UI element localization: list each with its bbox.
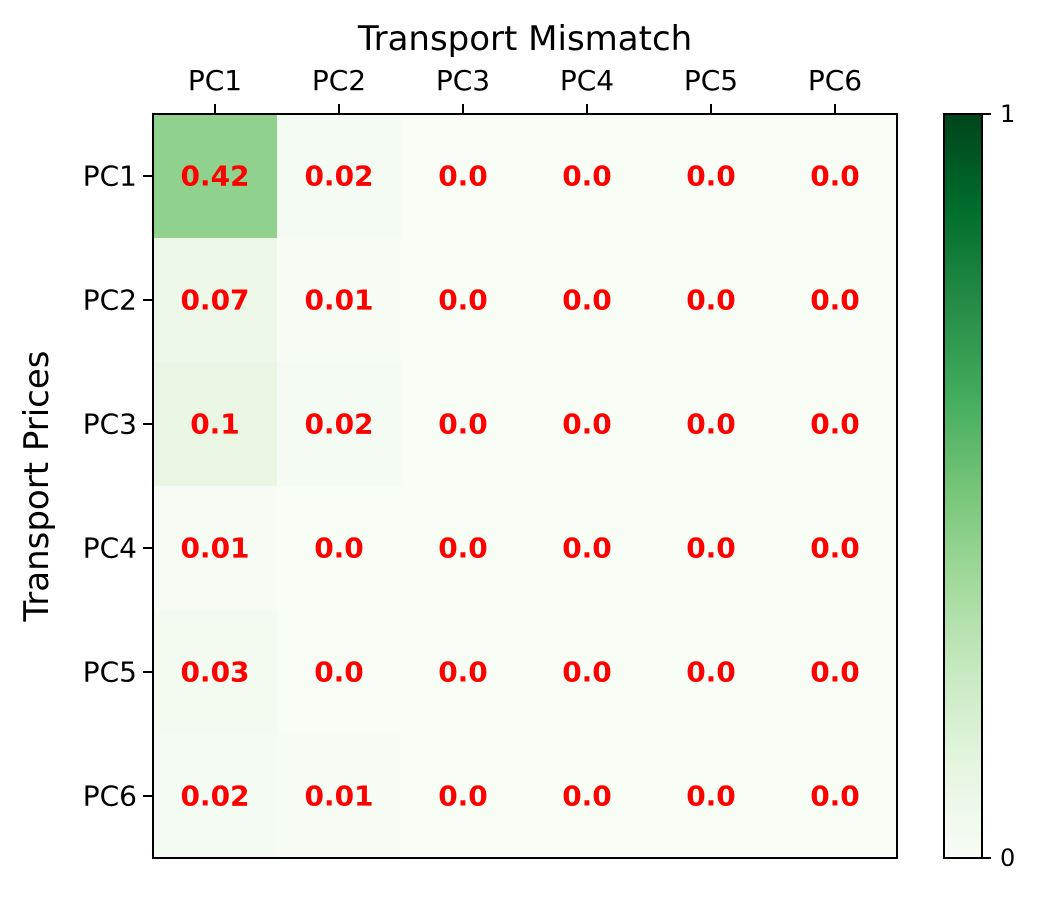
colorbar-tick-label: 1 — [1000, 100, 1015, 128]
heatmap-cell — [525, 362, 650, 487]
plot-frame — [152, 113, 898, 859]
colorbar-tick-label: 0 — [1000, 844, 1015, 872]
heatmap-cell — [649, 610, 774, 735]
heatmap-cell — [773, 238, 898, 363]
heatmap-cell — [153, 734, 278, 859]
cell-value-label: 0.0 — [562, 780, 612, 813]
cell-value-label: 0.0 — [438, 284, 488, 317]
x-axis-ticks: PC1 PC2 PC3 PC4 PC5 PC6 — [188, 64, 862, 114]
cell-value-label: 0.01 — [180, 532, 249, 565]
heatmap-cell — [401, 486, 526, 611]
cell-value-label: 0.02 — [304, 160, 373, 193]
cell-value-label: 0.0 — [438, 532, 488, 565]
cell-value-label: 0.0 — [686, 780, 736, 813]
heatmap-cell — [153, 362, 278, 487]
heatmap-cell — [773, 486, 898, 611]
cell-value-label: 0.0 — [438, 780, 488, 813]
heatmap-cell — [649, 114, 774, 239]
cell-value-label: 0.0 — [438, 656, 488, 689]
y-tick-label: PC6 — [83, 780, 137, 813]
heatmap-cell — [277, 114, 402, 239]
heatmap-cell — [277, 486, 402, 611]
y-axis-ticks: PC1 PC2 PC3 PC4 PC5 PC6 — [83, 160, 153, 813]
x-tick-label: PC6 — [808, 64, 862, 97]
heatmap-cell — [649, 486, 774, 611]
x-tick-label: PC4 — [560, 64, 614, 97]
colorbar — [943, 113, 983, 859]
cell-value-label: 0.0 — [686, 160, 736, 193]
heatmap-cell — [525, 114, 650, 239]
x-tick-label: PC3 — [436, 64, 490, 97]
heatmap-cell — [277, 610, 402, 735]
heatmap-cell — [649, 238, 774, 363]
cell-value-label: 0.0 — [686, 532, 736, 565]
heatmap-cell — [525, 734, 650, 859]
x-tick-label: PC1 — [188, 64, 242, 97]
heatmap-cell — [401, 734, 526, 859]
heatmap-cell — [525, 610, 650, 735]
cell-value-label: 0.03 — [180, 656, 249, 689]
heatmap-cells — [153, 114, 898, 859]
cell-value-label: 0.0 — [438, 408, 488, 441]
heatmap-cell — [401, 114, 526, 239]
cell-value-label: 0.0 — [314, 532, 364, 565]
heatmap-cell — [401, 238, 526, 363]
cell-value-label: 0.0 — [562, 532, 612, 565]
cell-value-label: 0.02 — [180, 780, 249, 813]
cell-value-label: 0.1 — [190, 408, 240, 441]
cell-value-label: 0.0 — [810, 408, 860, 441]
heatmap-cell — [773, 362, 898, 487]
cell-value-label: 0.0 — [810, 532, 860, 565]
cell-value-label: 0.0 — [562, 656, 612, 689]
heatmap-cell — [401, 362, 526, 487]
colorbar-ticks: 01 — [982, 100, 1015, 872]
x-tick-label: PC2 — [312, 64, 366, 97]
heatmap-cell — [153, 610, 278, 735]
heatmap-cell — [773, 114, 898, 239]
cell-value-label: 0.0 — [686, 284, 736, 317]
cell-value-label: 0.0 — [562, 284, 612, 317]
x-tick-label: PC5 — [684, 64, 738, 97]
heatmap-cell — [153, 238, 278, 363]
cell-value-label: 0.01 — [304, 284, 373, 317]
cell-value-label: 0.02 — [304, 408, 373, 441]
cell-value-label: 0.0 — [438, 160, 488, 193]
cell-value-label: 0.0 — [810, 656, 860, 689]
cell-value-label: 0.0 — [686, 408, 736, 441]
heatmap-cell — [525, 238, 650, 363]
heatmap-cell — [773, 610, 898, 735]
chart-title: Transport Mismatch — [357, 19, 692, 59]
cell-value-label: 0.0 — [314, 656, 364, 689]
cell-value-label: 0.0 — [686, 656, 736, 689]
heatmap-cell — [153, 486, 278, 611]
heatmap-cell — [153, 114, 278, 239]
y-tick-label: PC3 — [83, 408, 137, 441]
cell-value-label: 0.0 — [562, 160, 612, 193]
y-tick-label: PC5 — [83, 656, 137, 689]
cell-value-label: 0.07 — [180, 284, 249, 317]
heatmap-cell — [277, 238, 402, 363]
cell-value-label: 0.42 — [180, 160, 249, 193]
heatmap-cell — [649, 734, 774, 859]
cell-value-label: 0.0 — [810, 780, 860, 813]
cell-value-label: 0.0 — [810, 160, 860, 193]
y-tick-label: PC2 — [83, 284, 137, 317]
heatmap-cell — [525, 486, 650, 611]
heatmap-cell — [773, 734, 898, 859]
cell-value-label: 0.0 — [810, 284, 860, 317]
y-axis-title: Transport Prices — [17, 350, 57, 622]
y-tick-label: PC1 — [83, 160, 137, 193]
heatmap-cell — [401, 610, 526, 735]
y-tick-label: PC4 — [83, 532, 137, 565]
cell-value-label: 0.0 — [562, 408, 612, 441]
heatmap-cell — [649, 362, 774, 487]
heatmap-cell — [277, 734, 402, 859]
heatmap-cell-labels: 0.42 0.02 0.0 0.0 0.0 0.0 0.07 0.01 0.0 0.0 0.0 0.0… — [180, 160, 859, 813]
cell-value-label: 0.01 — [304, 780, 373, 813]
heatmap-cell — [277, 362, 402, 487]
